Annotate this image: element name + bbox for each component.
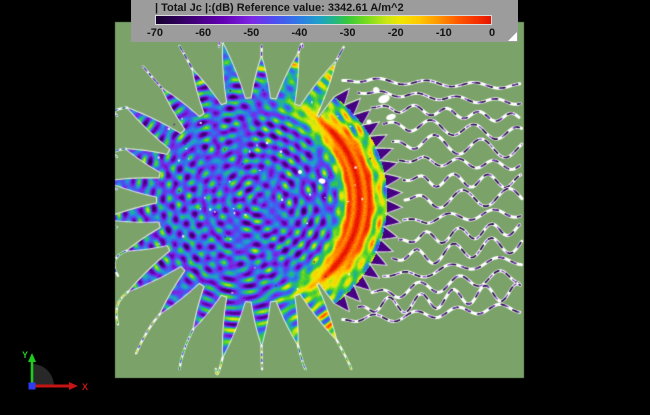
colorbar-tick: -40 [291,27,308,39]
colorbar-gradient [155,15,492,25]
legend-title: | Total Jc |:(dB) Reference value: 3342.… [155,2,404,14]
y-axis-label: Y [22,350,28,360]
colorbar-tick: -10 [435,27,452,39]
colorbar-tick: -70 [147,27,163,39]
colorbar-tick: -60 [195,27,212,39]
legend-panel[interactable]: | Total Jc |:(dB) Reference value: 3342.… [131,0,518,42]
colorbar-ticks: -70 -60 -50 -40 -30 -20 -10 0 [147,27,496,40]
x-axis-arrow [32,382,78,390]
legend-fold-corner [508,32,517,41]
colorbar-tick: -30 [339,27,356,39]
origin-marker [28,382,36,390]
colorbar-tick: 0 [488,27,496,39]
triad-quadrant [32,364,54,386]
x-axis-label: X [82,382,88,392]
colorbar-tick: -20 [387,27,404,39]
colorbar-tick: -50 [243,27,260,39]
y-axis-arrow [28,353,36,386]
coordinate-triad: Y X [22,350,88,392]
